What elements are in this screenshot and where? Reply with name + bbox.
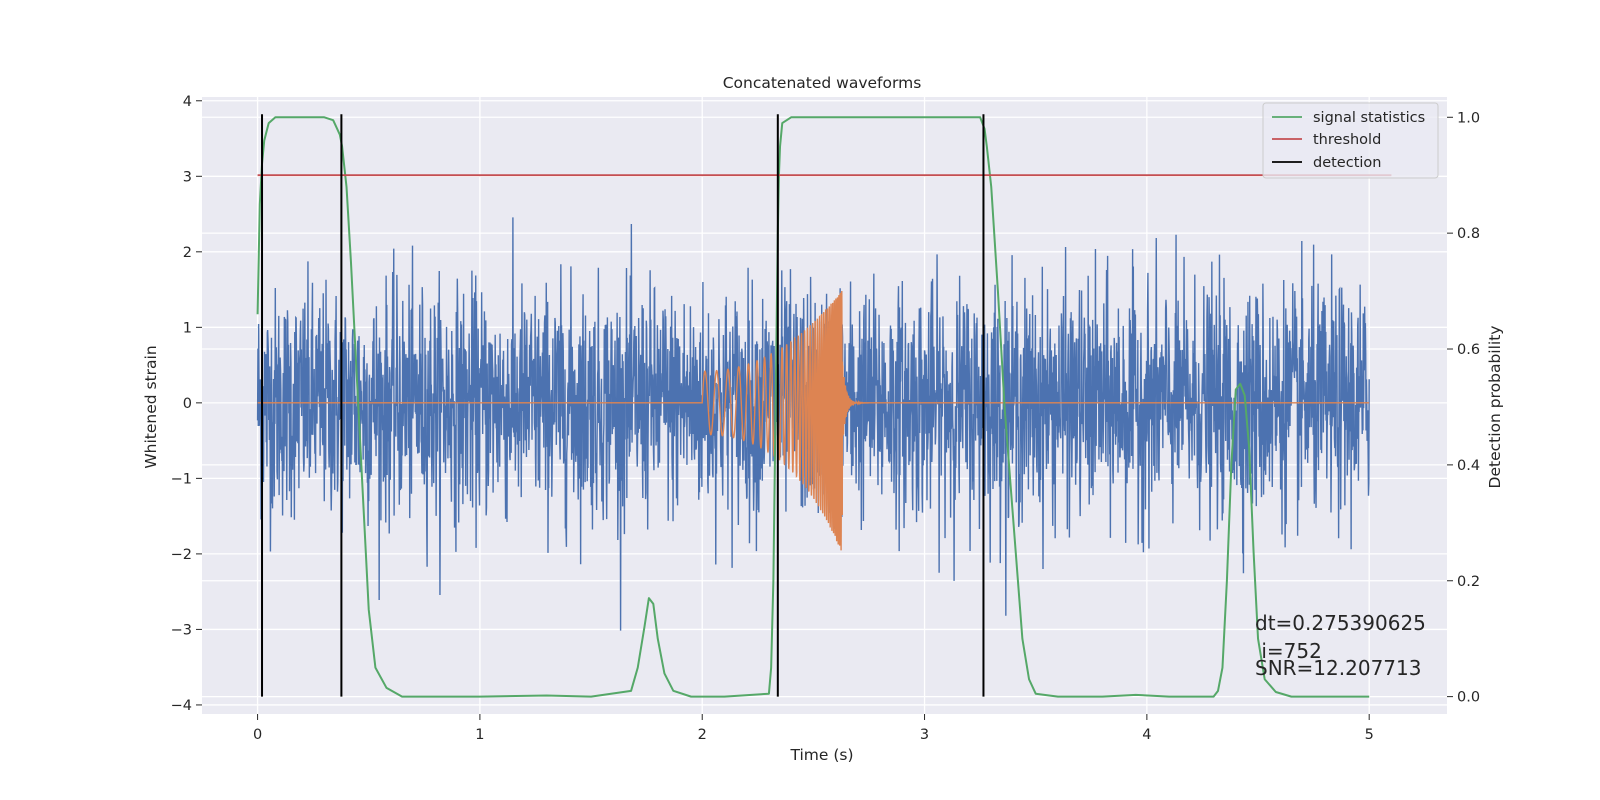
plot-area — [256, 114, 1392, 698]
legend-label-threshold: threshold — [1313, 132, 1381, 148]
series-template-line — [257, 291, 1370, 551]
y2-axis-label: Detection probability — [1486, 326, 1504, 489]
x-tick-label: 3 — [920, 727, 929, 743]
y-tick-label: 4 — [183, 94, 192, 110]
annotations: dt=0.275390625 i=752 SNR=12.207713 — [1255, 611, 1426, 680]
right-axis-ticks: 0.0 0.2 0.4 0.6 0.8 1.0 — [1447, 110, 1480, 706]
bottom-axis-ticks: 0 1 2 3 4 5 — [253, 714, 1374, 743]
legend-box — [1262, 102, 1439, 179]
y2-tick-label: 0.2 — [1457, 574, 1480, 590]
left-axis-ticks: −4 −3 −2 −1 0 1 2 3 4 — [171, 94, 202, 714]
x-tick-label: 1 — [475, 727, 484, 743]
x-axis-label: Time (s) — [789, 746, 853, 764]
y-tick-label: −4 — [171, 698, 192, 714]
annotation-snr: SNR=12.207713 — [1255, 656, 1421, 680]
y-tick-label: −2 — [171, 547, 192, 563]
y2-tick-label: 0.4 — [1457, 458, 1480, 474]
y-tick-label: 2 — [183, 245, 192, 261]
annotation-i: i=752 — [1255, 639, 1322, 663]
y2-tick-label: 0.8 — [1457, 226, 1480, 242]
y2-tick-label: 0.0 — [1457, 690, 1480, 706]
x-tick-label: 5 — [1365, 727, 1374, 743]
y-tick-label: 0 — [183, 396, 192, 412]
y2-tick-label: 1.0 — [1457, 110, 1480, 126]
y2-tick-label: 0.6 — [1457, 342, 1480, 358]
series-signal-statistics-line — [256, 116, 1370, 698]
y-axis-label: Whitened strain — [142, 345, 160, 468]
legend: signal statistics threshold detection — [1262, 102, 1439, 179]
y-tick-label: −3 — [171, 622, 192, 638]
legend-label-signal-statistics: signal statistics — [1313, 110, 1425, 126]
x-tick-label: 0 — [253, 727, 262, 743]
chart-title: Concatenated waveforms — [723, 74, 922, 92]
y-tick-label: 1 — [183, 320, 192, 336]
annotation-dt: dt=0.275390625 — [1255, 611, 1426, 635]
y-tick-label: 3 — [183, 169, 192, 185]
legend-label-detection: detection — [1313, 155, 1381, 171]
x-tick-label: 4 — [1142, 727, 1151, 743]
x-tick-label: 2 — [698, 727, 707, 743]
y-tick-label: −1 — [171, 471, 192, 487]
